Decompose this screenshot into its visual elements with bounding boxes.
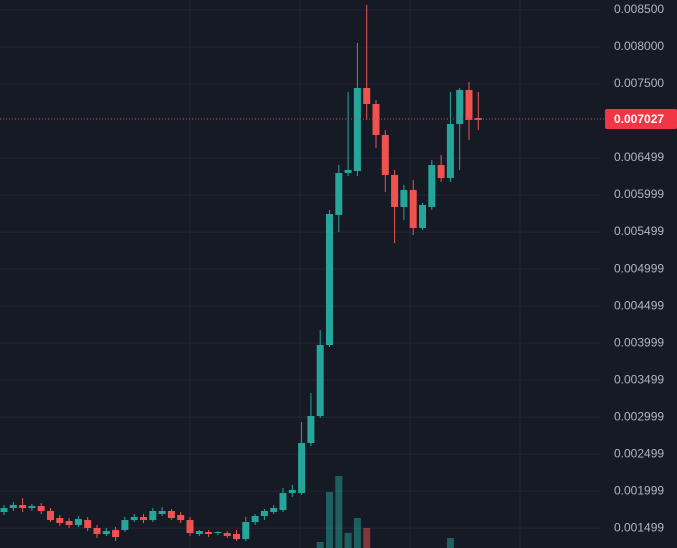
y-tick-label: 0.004499	[614, 298, 664, 312]
candle-body	[9, 505, 17, 509]
volume-bar	[446, 538, 454, 548]
last-price-box	[605, 108, 677, 129]
candle-body	[242, 522, 250, 540]
y-tick-label: 0.006499	[614, 150, 664, 164]
candle-body	[465, 89, 473, 120]
candle-body	[419, 204, 426, 229]
candle-body	[130, 516, 138, 521]
candle-body	[233, 534, 240, 540]
candle-body	[391, 175, 399, 207]
y-tick-label: 0.002999	[614, 409, 664, 423]
candle-body	[205, 532, 213, 535]
candle-body	[353, 87, 361, 172]
candle-body	[214, 532, 222, 534]
candle-body	[474, 117, 482, 120]
candle-body	[270, 508, 278, 513]
volume-bar	[335, 476, 343, 548]
candle-body	[381, 134, 389, 176]
volume-bar	[363, 528, 371, 548]
candle-body	[316, 345, 324, 416]
candle-body	[0, 508, 8, 513]
candle-body	[251, 516, 259, 523]
candle-body	[28, 506, 36, 509]
candle-body	[149, 510, 157, 521]
candle-body	[65, 520, 73, 525]
candle-body	[37, 506, 45, 511]
candle-body	[84, 520, 92, 529]
y-tick-label: 0.008500	[614, 2, 664, 16]
y-tick-label: 0.003999	[614, 335, 664, 349]
candle-body	[446, 124, 454, 178]
candle-body	[167, 510, 175, 519]
y-tick-label: 0.008000	[614, 39, 664, 53]
candle-body	[112, 530, 120, 538]
candle-body	[102, 531, 110, 535]
candle-body	[56, 518, 64, 523]
candle-body	[158, 510, 166, 515]
candle-body	[409, 189, 417, 229]
y-tick-label: 0.001499	[614, 520, 664, 534]
y-tick-label: 0.001999	[614, 483, 664, 497]
candle-body	[288, 489, 296, 494]
candle-body	[93, 528, 101, 535]
candle-body	[140, 516, 147, 521]
volume-bar	[353, 518, 361, 548]
y-tick-label: 0.004999	[614, 261, 664, 275]
candle-body	[121, 520, 129, 531]
candle-body	[335, 173, 343, 215]
candle-body	[279, 493, 287, 511]
candle-body	[363, 87, 371, 104]
candle-body	[47, 510, 54, 521]
candle-body	[186, 520, 194, 534]
volume-bar	[326, 492, 333, 548]
candle-body	[223, 533, 231, 537]
volume-bar	[316, 542, 324, 548]
y-tick-label: 0.005499	[614, 224, 664, 238]
candle-body	[298, 442, 306, 494]
y-tick-label: 0.007500	[614, 76, 664, 90]
candle-body	[428, 165, 436, 207]
candle-body	[326, 214, 333, 346]
candle-body	[177, 514, 185, 521]
volume-bar	[344, 532, 352, 548]
candle-body	[307, 415, 315, 443]
y-tick-label: 0.003499	[614, 372, 664, 386]
y-tick-label: 0.005999	[614, 187, 664, 201]
candle-body	[437, 165, 445, 178]
y-tick-label: 0.002499	[614, 446, 664, 460]
candle-body	[260, 510, 268, 517]
candle-body	[344, 169, 352, 174]
candle-body	[195, 531, 203, 535]
last-price-label: 0.007027	[614, 112, 664, 126]
candle-body	[456, 89, 464, 125]
candle-body	[400, 189, 408, 207]
candle-body	[74, 518, 82, 525]
candle-body	[19, 505, 27, 509]
